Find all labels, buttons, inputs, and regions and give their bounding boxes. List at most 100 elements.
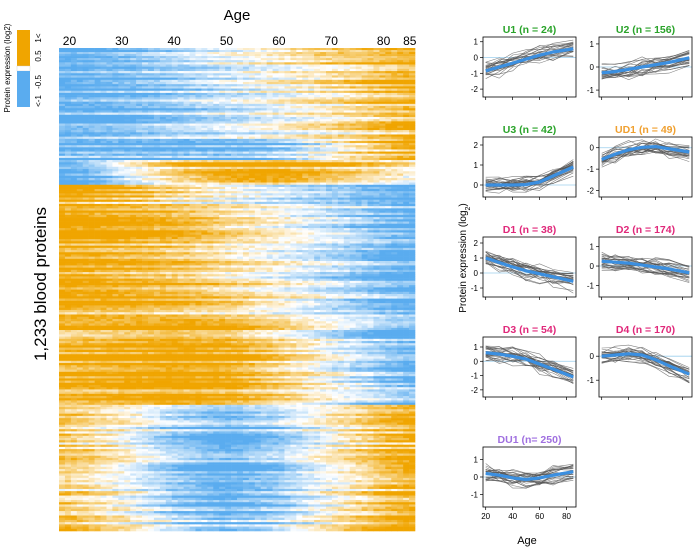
heatmap-cell bbox=[64, 189, 72, 192]
heatmap-cell bbox=[100, 134, 107, 137]
heatmap-cell bbox=[201, 123, 208, 127]
heatmap-cell bbox=[326, 151, 333, 154]
heatmap-cell bbox=[302, 153, 309, 157]
heatmap-cell bbox=[177, 121, 184, 124]
heatmap-cell bbox=[242, 173, 250, 177]
heatmap-cell bbox=[254, 175, 262, 179]
heatmap-cell bbox=[260, 112, 267, 116]
heatmap-cell bbox=[349, 186, 356, 190]
heatmap-cell bbox=[337, 155, 345, 159]
heatmap-cell bbox=[302, 119, 309, 122]
heatmap-cell bbox=[355, 173, 362, 177]
heatmap-cell bbox=[189, 169, 196, 172]
heatmap-cell bbox=[403, 175, 410, 179]
heatmap-cell bbox=[379, 136, 386, 140]
heatmap-cell bbox=[153, 88, 161, 92]
heatmap-cell bbox=[118, 178, 125, 181]
heatmap-cell bbox=[148, 186, 155, 190]
heatmap-cell bbox=[70, 149, 78, 152]
heatmap-cell bbox=[290, 180, 297, 183]
heatmap-cell bbox=[231, 157, 238, 161]
heatmap-cell bbox=[142, 134, 149, 137]
heatmap-cell bbox=[296, 223, 303, 227]
heatmap-cell bbox=[207, 210, 214, 214]
heatmap-cell bbox=[207, 95, 214, 98]
heatmap-cell bbox=[165, 127, 173, 131]
heatmap-cell bbox=[88, 62, 95, 65]
heatmap-cell bbox=[136, 221, 143, 225]
heatmap-cell bbox=[171, 125, 178, 129]
heatmap-cell bbox=[88, 203, 95, 207]
heatmap-cell bbox=[260, 121, 267, 124]
heatmap-cell bbox=[82, 140, 89, 144]
heatmap-cell bbox=[118, 149, 125, 152]
heatmap-cell bbox=[171, 186, 178, 190]
heatmap-cell bbox=[266, 112, 273, 116]
heatmap-cell bbox=[379, 121, 386, 124]
heatmap-cell bbox=[385, 134, 392, 137]
heatmap-cell bbox=[106, 171, 113, 174]
heatmap-cell bbox=[195, 162, 202, 165]
heatmap-cell bbox=[142, 132, 149, 135]
heatmap-cell bbox=[171, 171, 178, 174]
heatmap-cell bbox=[183, 97, 190, 100]
heatmap-cell bbox=[189, 221, 196, 225]
heatmap-cell bbox=[385, 73, 392, 76]
heatmap-cell bbox=[219, 223, 226, 227]
heatmap-cell bbox=[266, 132, 273, 135]
heatmap-cell bbox=[70, 186, 78, 190]
heatmap-cell bbox=[272, 110, 279, 113]
heatmap-cell bbox=[385, 56, 392, 59]
heatmap-cell bbox=[59, 160, 66, 163]
heatmap-cell bbox=[373, 132, 380, 135]
heatmap-cell bbox=[148, 62, 155, 65]
heatmap-cell bbox=[142, 191, 149, 194]
heatmap-cell bbox=[183, 208, 190, 211]
heatmap-cell bbox=[112, 217, 119, 220]
heatmap-cell bbox=[343, 75, 351, 78]
heatmap-cell bbox=[403, 99, 410, 102]
heatmap-cell bbox=[213, 153, 220, 157]
heatmap-cell bbox=[189, 195, 196, 198]
heatmap-cell bbox=[367, 56, 374, 59]
heatmap-cell bbox=[82, 66, 89, 70]
heatmap-cell bbox=[337, 225, 345, 229]
heatmap-cell bbox=[165, 48, 173, 51]
heatmap-cell bbox=[272, 143, 279, 146]
heatmap-cell bbox=[272, 203, 279, 207]
heatmap-cell bbox=[314, 88, 321, 92]
heatmap-cell bbox=[331, 52, 339, 55]
heatmap-cell bbox=[100, 197, 107, 200]
heatmap-cell bbox=[391, 149, 398, 152]
heatmap-cell bbox=[391, 138, 398, 142]
heatmap-cell bbox=[237, 68, 244, 72]
heatmap-cell bbox=[76, 60, 84, 63]
heatmap-cell bbox=[177, 145, 184, 148]
heatmap-cell bbox=[195, 186, 202, 190]
heatmap-cell bbox=[331, 173, 339, 177]
heatmap-cell bbox=[153, 136, 161, 140]
heatmap-cell bbox=[284, 164, 291, 168]
heatmap-cell bbox=[379, 54, 386, 57]
heatmap-cell bbox=[189, 147, 196, 150]
heatmap-cell bbox=[142, 180, 149, 183]
heatmap-cell bbox=[260, 219, 267, 222]
heatmap-cell bbox=[260, 58, 267, 61]
heatmap-cell bbox=[165, 132, 173, 135]
heatmap-cell bbox=[296, 208, 303, 211]
heatmap-cell bbox=[302, 182, 309, 186]
heatmap-cell bbox=[343, 58, 351, 61]
heatmap-cell bbox=[385, 84, 392, 87]
heatmap-cell bbox=[367, 92, 374, 96]
heatmap-cell bbox=[100, 58, 107, 61]
heatmap-cell bbox=[100, 75, 107, 78]
heatmap-cell bbox=[136, 68, 143, 72]
heatmap-cell bbox=[231, 119, 238, 122]
heatmap-cell bbox=[59, 92, 66, 96]
heatmap-cell bbox=[118, 110, 125, 113]
heatmap-cell bbox=[373, 86, 380, 89]
heatmap-cell bbox=[130, 112, 137, 116]
heatmap-cell bbox=[231, 193, 238, 196]
heatmap-cell bbox=[124, 223, 131, 227]
heatmap-cell bbox=[278, 219, 285, 222]
